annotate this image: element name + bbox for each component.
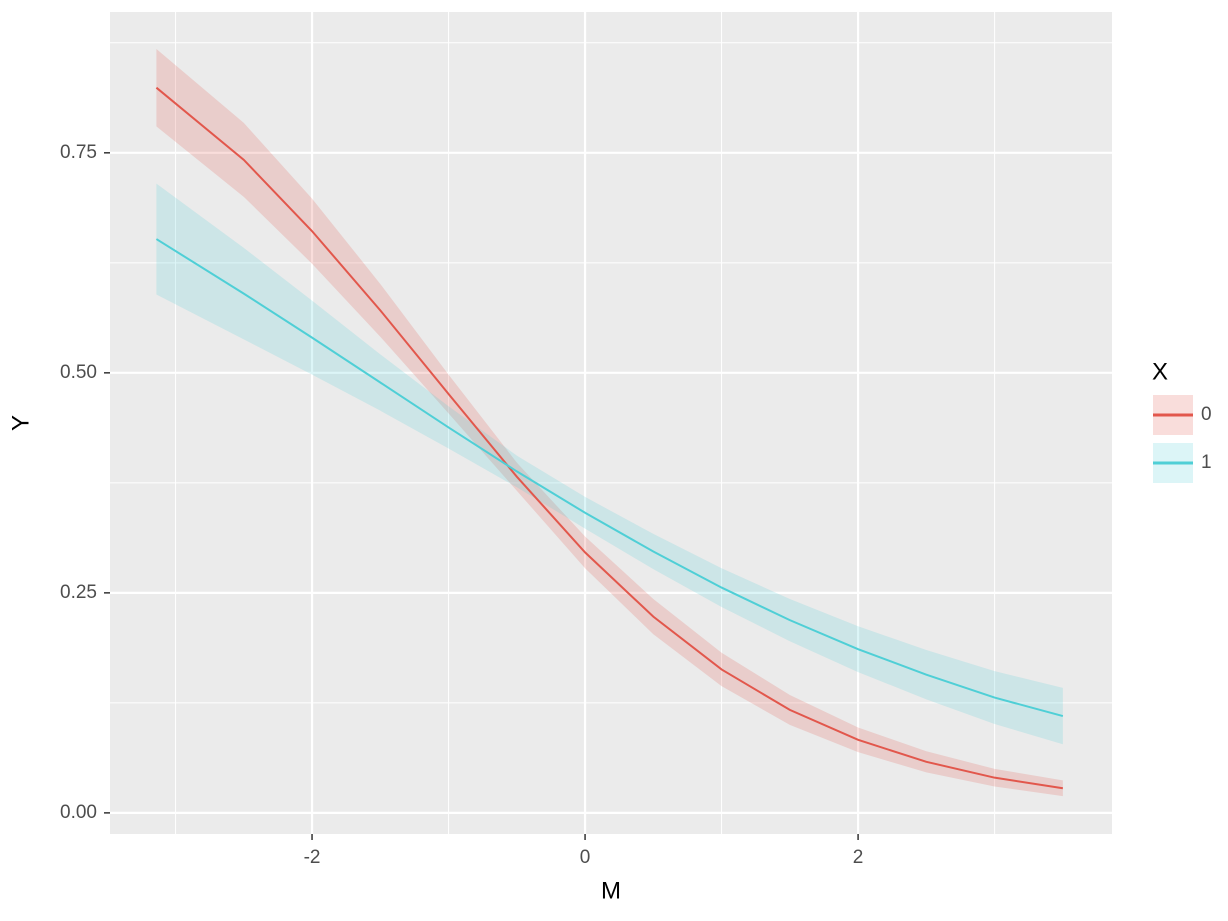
y-axis-title: Y [7,415,34,431]
line [155,86,1064,790]
x-tick-label: -2 [304,847,321,868]
y-tick-label: 0.00 [60,802,97,823]
line [155,238,1064,718]
panel [110,12,1112,834]
x-tick-label: 0 [580,847,591,868]
confidence-band [156,183,1063,745]
x-axis-title: M [601,877,621,904]
y-tick-label: 0.75 [60,142,97,163]
x-tick-label: 2 [853,847,864,868]
y-tick-label: 0.25 [60,582,97,603]
legend-title: X [1152,358,1168,385]
y-tick-label: 0.50 [60,362,97,383]
legend-label: 1 [1201,452,1212,473]
legend-label: 0 [1201,404,1212,425]
